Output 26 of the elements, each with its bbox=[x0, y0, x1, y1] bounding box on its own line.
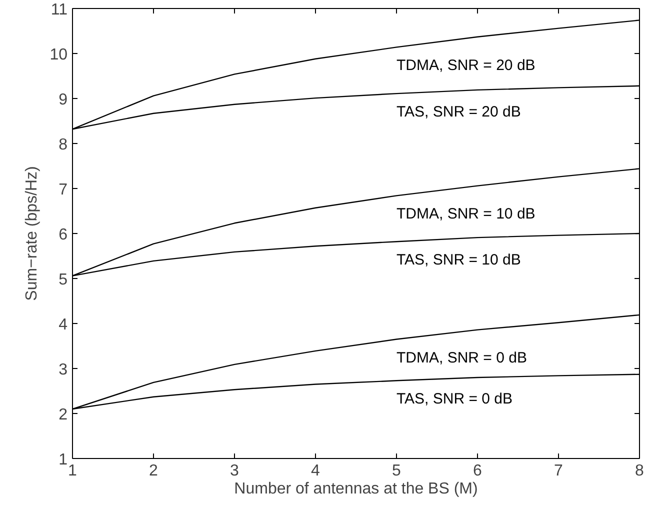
series-label: TAS, SNR = 0 dB bbox=[396, 390, 513, 408]
x-tick-label: 7 bbox=[554, 462, 564, 480]
x-tick-label: 8 bbox=[635, 462, 644, 480]
x-tick-label: 5 bbox=[392, 462, 402, 480]
y-tick-label: 9 bbox=[58, 92, 68, 108]
y-tick-label: 1 bbox=[58, 452, 68, 468]
x-tick-label: 6 bbox=[473, 462, 482, 480]
y-tick-label: 11 bbox=[50, 2, 68, 18]
y-tick-label: 8 bbox=[58, 136, 68, 154]
y-tick-label: 6 bbox=[58, 226, 68, 244]
x-tick-label: 2 bbox=[149, 462, 158, 480]
series-label: TAS, SNR = 20 dB bbox=[396, 104, 521, 121]
x-tick-label: 3 bbox=[230, 462, 240, 480]
y-tick-label: 2 bbox=[58, 406, 68, 424]
series-label: TDMA, SNR = 0 dB bbox=[396, 349, 527, 366]
y-tick-label: 3 bbox=[58, 362, 68, 378]
series-label: TDMA, SNR = 10 dB bbox=[396, 206, 536, 223]
y-tick-label: 4 bbox=[58, 316, 68, 334]
y-tick-label: 5 bbox=[58, 272, 68, 288]
y-tick-label: 10 bbox=[50, 46, 68, 64]
y-tick-label: 7 bbox=[58, 182, 68, 198]
y-axis-title: Sum−rate (bps/Hz) bbox=[24, 166, 41, 301]
x-axis-title: Number of antennas at the BS (M) bbox=[234, 480, 478, 498]
x-tick-label: 4 bbox=[311, 462, 320, 480]
series-label: TAS, SNR = 10 dB bbox=[396, 252, 521, 269]
series-label: TDMA, SNR = 20 dB bbox=[396, 57, 536, 74]
